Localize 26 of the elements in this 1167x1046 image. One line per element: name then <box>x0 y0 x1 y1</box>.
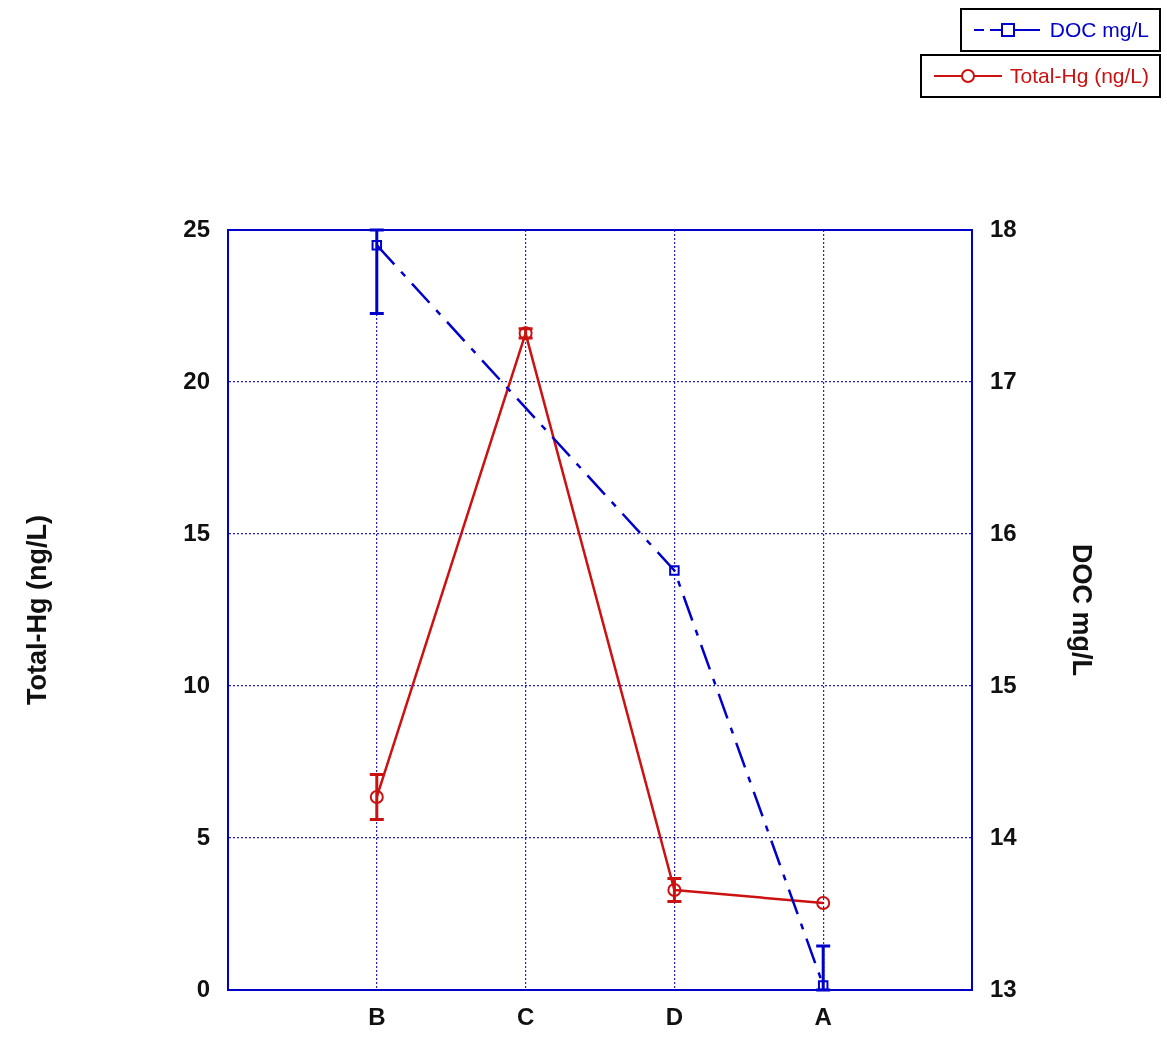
y-tick-label: 15 <box>183 518 210 546</box>
y2-tick-label: 15 <box>990 670 1017 698</box>
y2-tick-label: 13 <box>990 974 1017 1002</box>
y-tick-label: 0 <box>196 974 210 1002</box>
point <box>669 565 680 576</box>
x-tick-label: A <box>814 1003 832 1031</box>
point <box>817 980 829 990</box>
point <box>369 789 384 804</box>
y2-tick-label: 14 <box>990 822 1018 850</box>
y-tick-label: 20 <box>183 366 210 394</box>
y-axis-title: Total-Hg (ng/L) <box>21 515 52 705</box>
y-tick-label: 5 <box>196 822 210 850</box>
x-tick-label: B <box>368 1003 386 1031</box>
x-tick-label: C <box>516 1003 535 1031</box>
legend-label: DOC mg/L <box>1049 18 1149 42</box>
y-tick-label: 10 <box>183 670 210 698</box>
point <box>371 239 383 251</box>
point <box>816 896 831 911</box>
y2-tick-label: 18 <box>990 214 1017 242</box>
x-tick-label: D <box>665 1003 684 1031</box>
y-tick-label: 25 <box>183 214 210 242</box>
y2-axis-title: DOC mg/L <box>1067 544 1098 676</box>
y2-tick-label: 16 <box>990 518 1017 546</box>
point <box>667 882 682 897</box>
legend-label: Total-Hg (ng/L) <box>1010 64 1149 88</box>
y2-tick-label: 17 <box>990 366 1017 394</box>
